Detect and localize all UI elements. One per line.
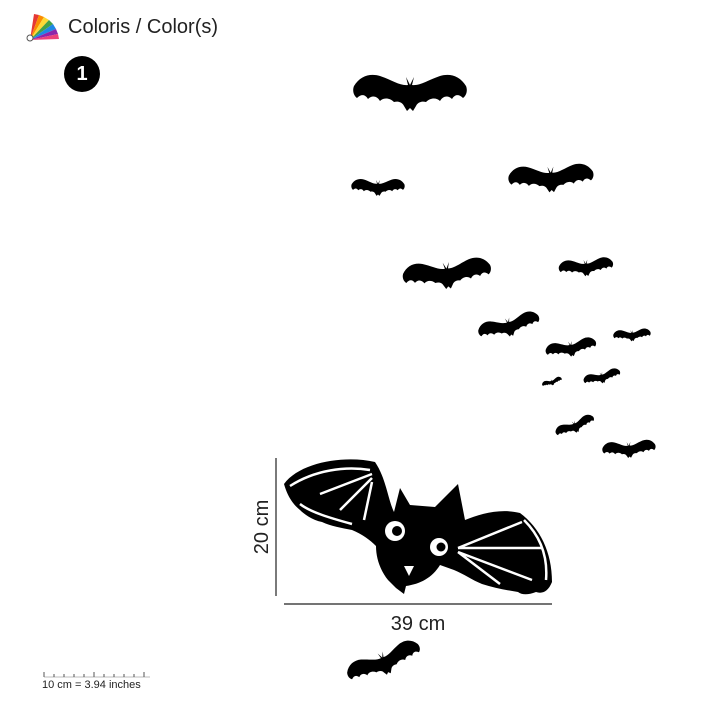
bat-decal-small (601, 439, 657, 460)
bat-decal-large (284, 459, 552, 595)
bat-decal-small (476, 309, 542, 344)
height-dimension-label: 20 cm (251, 500, 273, 554)
color-title: Coloris / Color(s) (68, 15, 219, 38)
width-dimension-label: 39 cm (391, 613, 445, 635)
bat-decal-small (507, 162, 595, 195)
color-palette-icon (26, 14, 59, 42)
bat-decal-small (343, 636, 425, 689)
scale-ruler (43, 672, 150, 678)
bat-decal-small (553, 412, 597, 441)
scale-label: 10 cm = 3.94 inches (42, 679, 141, 691)
bat-decal-small (582, 366, 622, 388)
bat-decal-small (541, 375, 563, 389)
bat-decal-small (544, 335, 598, 361)
bat-decal-small (401, 256, 493, 294)
bat-decal-small (558, 256, 614, 279)
bat-decal-small (353, 74, 467, 111)
color-header: Coloris / Color(s) (26, 10, 218, 44)
bat-decal-small (612, 328, 652, 343)
color-number-badge: 1 (64, 56, 100, 92)
bat-decal-small (351, 178, 405, 196)
color-number: 1 (76, 62, 88, 85)
